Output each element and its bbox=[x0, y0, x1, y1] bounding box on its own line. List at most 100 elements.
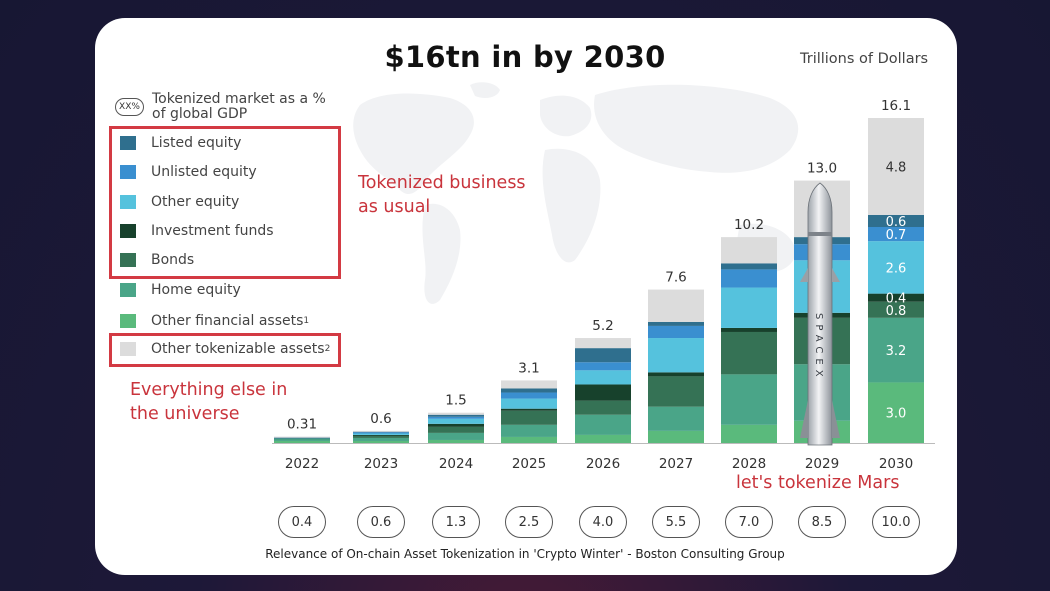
legend-label: Other equity bbox=[151, 194, 240, 210]
legend-label: Listed equity bbox=[151, 135, 242, 151]
x-tick-label: 2027 bbox=[659, 456, 693, 472]
legend-item-other-equity: Other equity bbox=[120, 194, 239, 210]
x-tick-label: 2023 bbox=[364, 456, 398, 472]
bar-segment-2025-other-financial-assets bbox=[501, 436, 557, 443]
bar-segment-2028-unlisted-equity bbox=[721, 269, 777, 288]
bar-segment-2024-home-equity bbox=[428, 432, 484, 440]
segment-value-label: 3.0 bbox=[886, 407, 907, 422]
rocket-label: SPACEX bbox=[813, 313, 824, 382]
gdp-percent-pill: 7.0 bbox=[725, 506, 773, 538]
bar-segment-2023-other-equity bbox=[353, 433, 409, 435]
bar-segment-2022-other-financial-assets bbox=[274, 440, 330, 443]
chart-title: $16tn in by 2030 bbox=[384, 40, 666, 74]
legend-label: Other financial assets bbox=[151, 313, 304, 329]
x-tick-label: 2030 bbox=[879, 456, 913, 472]
x-tick-label: 2028 bbox=[732, 456, 766, 472]
legend-swatch bbox=[120, 253, 136, 267]
bar-segment-2024-unlisted-equity bbox=[428, 416, 484, 419]
total-value-label: 16.1 bbox=[881, 98, 911, 114]
bar-segment-2024-other-equity bbox=[428, 418, 484, 424]
bar-segment-2028-investment-funds bbox=[721, 327, 777, 332]
bar-segment-2028-listed-equity bbox=[721, 263, 777, 270]
bar-segment-2022-other-tokenizable-assets bbox=[274, 436, 330, 438]
legend-item-unlisted-equity: Unlisted equity bbox=[120, 164, 257, 180]
bar-segment-2023-other-tokenizable-assets bbox=[353, 430, 409, 432]
total-value-label: 0.31 bbox=[287, 417, 317, 433]
rocket-illustration: SPACEX bbox=[800, 182, 840, 446]
gdp-percent-pill: 8.5 bbox=[798, 506, 846, 538]
bar-segment-2026-unlisted-equity bbox=[575, 362, 631, 371]
legend-item-other-financial-assets: Other financial assets 1 bbox=[120, 313, 309, 329]
gdp-percent-pill: 10.0 bbox=[872, 506, 920, 538]
bar-segment-2025-bonds bbox=[501, 410, 557, 425]
legend-swatch bbox=[120, 195, 136, 209]
bar-segment-2027-other-financial-assets bbox=[648, 430, 704, 443]
bar-segment-2024-bonds bbox=[428, 426, 484, 433]
x-tick-label: 2022 bbox=[285, 456, 319, 472]
bar-segment-2026-bonds bbox=[575, 400, 631, 415]
x-tick-label: 2025 bbox=[512, 456, 546, 472]
bar-segment-2030-bonds bbox=[868, 301, 924, 318]
segment-value-label: 3.2 bbox=[886, 344, 907, 359]
bar-segment-2024-investment-funds bbox=[428, 423, 484, 427]
bar-segment-2030-listed-equity bbox=[868, 214, 924, 228]
bar-segment-2024-other-financial-assets bbox=[428, 439, 484, 443]
bar-segment-2026-listed-equity bbox=[575, 348, 631, 363]
bar-segment-2024-listed-equity bbox=[428, 414, 484, 417]
total-value-label: 3.1 bbox=[518, 360, 539, 376]
bar-segment-2023-home-equity bbox=[353, 437, 409, 441]
bar-segment-2028-bonds bbox=[721, 331, 777, 375]
bar-segment-2030-investment-funds bbox=[868, 293, 924, 302]
gdp-percent-pill: 4.0 bbox=[579, 506, 627, 538]
total-value-label: 5.2 bbox=[592, 318, 613, 334]
annotation-everything-else: Everything else in the universe bbox=[130, 380, 288, 424]
legend-swatch bbox=[120, 342, 136, 356]
annotation-tokenize-mars: let's tokenize Mars bbox=[736, 473, 900, 493]
bar-segment-2023-bonds bbox=[353, 435, 409, 438]
legend-label: Other tokenizable assets bbox=[151, 341, 325, 357]
legend-swatch bbox=[120, 136, 136, 150]
bar-segment-2022-home-equity bbox=[274, 438, 330, 441]
legend-label: Bonds bbox=[151, 252, 195, 268]
bar-segment-2025-investment-funds bbox=[501, 408, 557, 411]
gdp-percent-pill: 1.3 bbox=[432, 506, 480, 538]
source-caption: Relevance of On-chain Asset Tokenization… bbox=[265, 547, 785, 561]
segment-value-label: 0.8 bbox=[886, 304, 907, 319]
gdp-legend-text: Tokenized market as a % of global GDP bbox=[152, 91, 326, 122]
legend-item-investment-funds: Investment funds bbox=[120, 223, 274, 239]
legend-label: Unlisted equity bbox=[151, 164, 257, 180]
highlight-box-other-tokenizable bbox=[109, 333, 341, 367]
bar-segment-2023-unlisted-equity bbox=[353, 432, 409, 434]
bar-segment-2028-other-tokenizable-assets bbox=[721, 237, 777, 264]
bar-segment-2027-bonds bbox=[648, 376, 704, 407]
total-value-label: 1.5 bbox=[445, 393, 466, 409]
bar-segment-2030-unlisted-equity bbox=[868, 227, 924, 242]
gdp-percent-pill: 5.5 bbox=[652, 506, 700, 538]
legend-swatch bbox=[120, 314, 136, 328]
bar-segment-2023-other-financial-assets bbox=[353, 440, 409, 443]
legend-swatch bbox=[120, 165, 136, 179]
segment-value-label: 4.8 bbox=[886, 160, 907, 175]
bar-segment-2025-other-equity bbox=[501, 398, 557, 409]
bar-segment-2022-bonds bbox=[274, 438, 330, 440]
bar-segment-2026-investment-funds bbox=[575, 384, 631, 401]
x-axis-line bbox=[272, 443, 935, 444]
bar-segment-2027-other-equity bbox=[648, 338, 704, 373]
legend-item-other-tokenizable-assets: Other tokenizable assets 2 bbox=[120, 341, 330, 357]
x-tick-label: 2026 bbox=[586, 456, 620, 472]
bar-segment-2030-other-tokenizable-assets bbox=[868, 118, 924, 215]
bar-segment-2023-investment-funds bbox=[353, 434, 409, 436]
total-value-label: 7.6 bbox=[665, 270, 686, 286]
legend-label: Investment funds bbox=[151, 223, 274, 239]
bar-segment-2027-listed-equity bbox=[648, 321, 704, 326]
unit-label: Trillions of Dollars bbox=[800, 51, 929, 67]
bar-segment-2028-home-equity bbox=[721, 374, 777, 425]
bar-segment-2030-other-equity bbox=[868, 241, 924, 294]
legend-swatch bbox=[120, 224, 136, 238]
bar-segment-2026-home-equity bbox=[575, 414, 631, 435]
bar-segment-2025-listed-equity bbox=[501, 388, 557, 393]
bar-segment-2026-other-tokenizable-assets bbox=[575, 338, 631, 349]
segment-value-label: 0.4 bbox=[886, 292, 907, 307]
gdp-percent-pill: 2.5 bbox=[505, 506, 553, 538]
bar-segment-2027-unlisted-equity bbox=[648, 325, 704, 339]
